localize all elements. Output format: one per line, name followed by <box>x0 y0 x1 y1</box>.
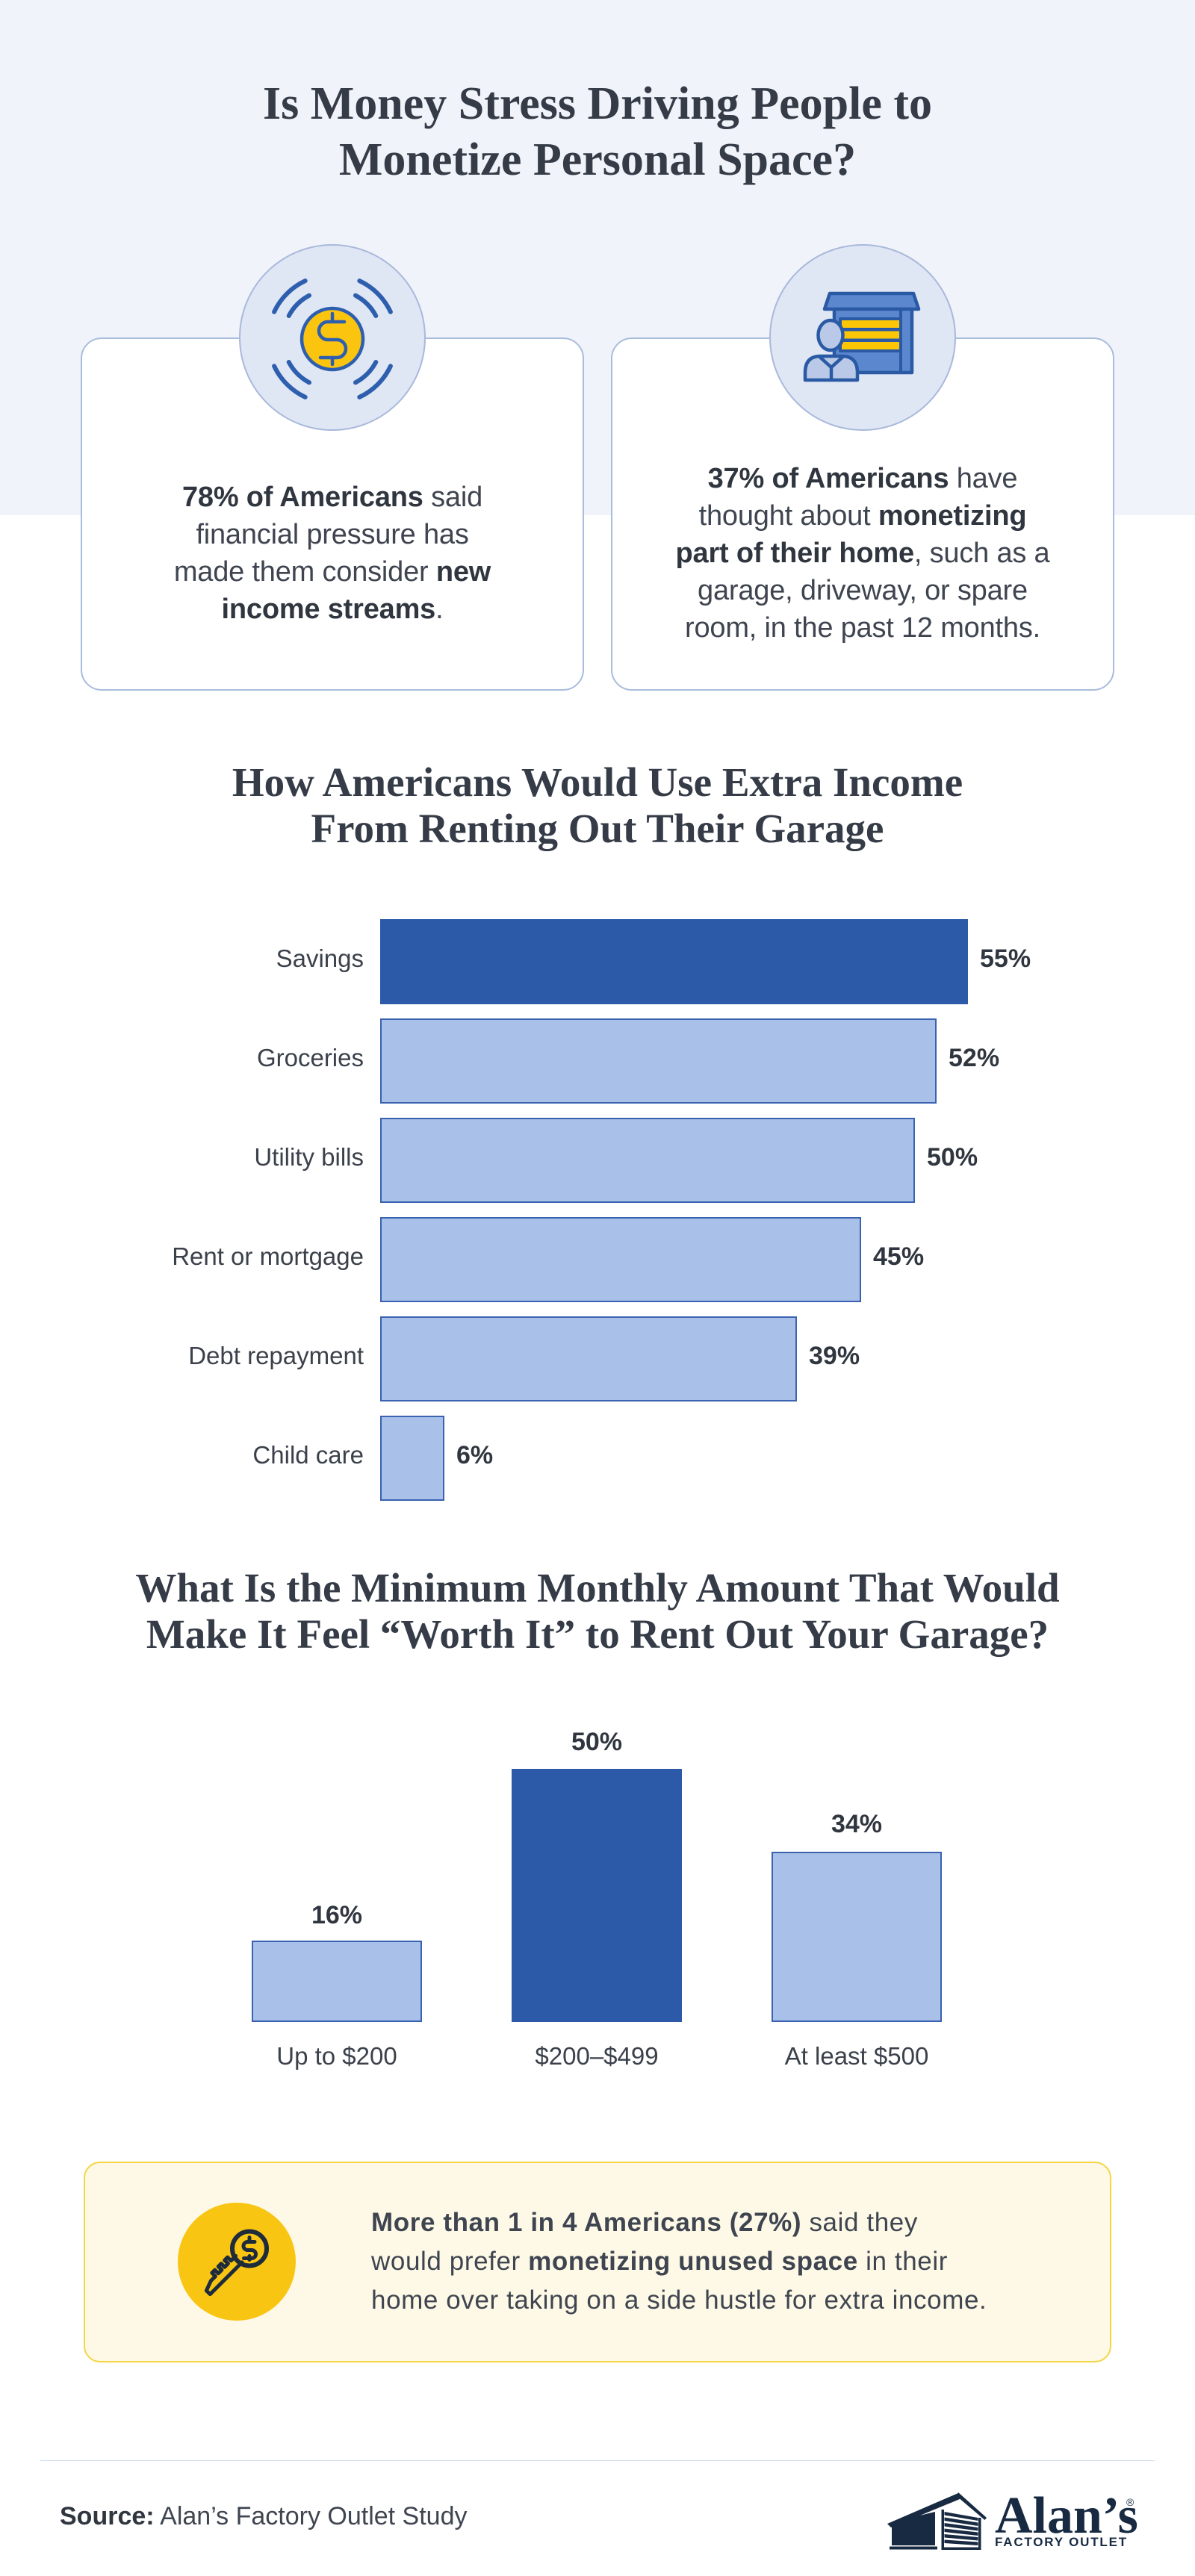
svg-text:Alan’s: Alan’s <box>995 2492 1138 2545</box>
svg-text:FACTORY OUTLET: FACTORY OUTLET <box>995 2535 1128 2549</box>
svg-text:®: ® <box>1126 2496 1135 2508</box>
